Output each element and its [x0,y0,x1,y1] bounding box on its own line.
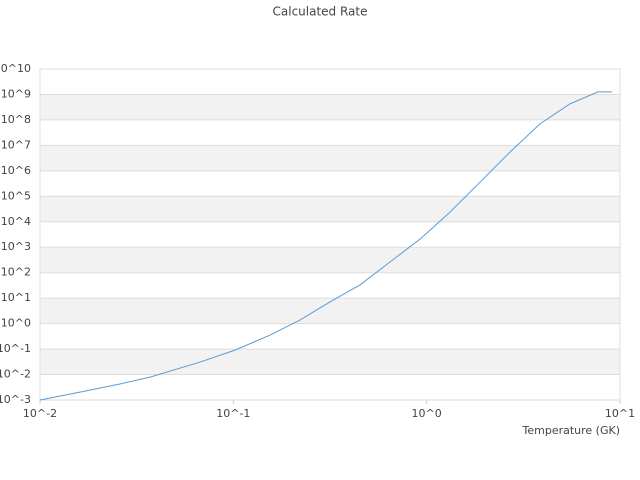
y-tick-label: 10^8 [1,113,31,126]
y-tick-label: 10^4 [1,215,31,228]
y-tick-label: 10^5 [1,189,31,202]
y-tick-label: 10^6 [1,164,31,177]
y-tick-label: 10^9 [1,87,31,100]
x-tick-label: 10^-2 [23,407,57,420]
x-tick-label: 10^1 [605,407,635,420]
plot-frame [39,68,621,401]
y-tick-label: 10^0 [1,317,31,330]
x-tick-label: 10^0 [412,407,442,420]
grid-band [40,247,620,273]
grid-band [40,349,620,375]
x-tick-label: 10^-1 [216,407,250,420]
y-tick-label: 10^10 [0,62,31,75]
grid-band [40,196,620,222]
plot-bands [40,94,620,375]
x-axis-label: Temperature (GK) [522,424,621,437]
y-tick-label: 10^-2 [0,368,31,381]
y-tick-label: 10^2 [1,266,31,279]
y-tick-label: 10^-1 [0,342,31,355]
y-tick-label: 10^1 [1,291,31,304]
y-tick-label: 10^-3 [0,393,31,406]
chart-title: Calculated Rate [273,5,368,19]
y-tick-label: 10^3 [1,240,31,253]
data-line [39,91,613,401]
grid-band [40,94,620,120]
grid-band [40,145,620,171]
y-tick-label: 10^7 [1,138,31,151]
